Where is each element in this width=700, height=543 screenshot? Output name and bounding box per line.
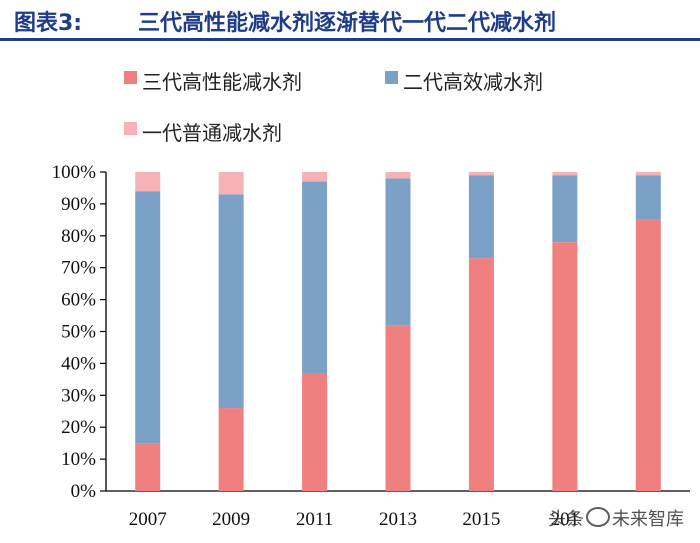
bar-segment-3 [135, 172, 161, 192]
bar-segment-2 [385, 178, 411, 326]
legend-swatch-gen1 [124, 122, 137, 135]
bar-segment-3 [385, 172, 411, 179]
watermark-text-right: 未来智库 [612, 509, 684, 530]
watermark-text-left: 头条 [548, 509, 584, 530]
bar-segment-2 [552, 175, 578, 243]
bar-segment-2 [302, 181, 328, 373]
bar-segment-2 [218, 194, 244, 409]
legend-swatch-gen2 [385, 71, 398, 84]
bar-segment-1 [385, 325, 411, 491]
y-tick-label: 50% [61, 322, 96, 343]
legend-label-gen2: 二代高效减水剂 [403, 70, 543, 94]
y-tick-label: 90% [61, 194, 96, 215]
figure-label: 图表3: [14, 11, 83, 36]
x-tick-label: 2011 [296, 509, 333, 530]
bar-segment-3 [218, 172, 244, 195]
y-tick-label: 60% [61, 290, 96, 311]
bar-segment-2 [135, 191, 161, 444]
y-tick-label: 100% [52, 162, 97, 183]
legend-swatch-gen3 [124, 71, 137, 84]
x-tick-label: 2009 [212, 509, 250, 530]
legend-label-gen3: 三代高性能减水剂 [142, 70, 302, 94]
y-tick-label: 20% [61, 417, 96, 438]
bar-segment-1 [635, 219, 661, 491]
y-tick-label: 10% [61, 449, 96, 470]
bar-segment-2 [635, 175, 661, 220]
bar-segment-3 [468, 172, 494, 176]
y-tick-label: 70% [61, 258, 96, 279]
bar-segment-1 [468, 258, 494, 491]
bar-segment-3 [635, 172, 661, 176]
x-tick-label: 2015 [462, 509, 500, 530]
figure-title: 三代高性能减水剂逐渐替代一代二代减水剂 [138, 11, 557, 36]
bar-segment-1 [135, 443, 161, 491]
legend-label-gen1: 一代普通减水剂 [142, 121, 282, 145]
bar-segment-1 [218, 408, 244, 491]
bar-segment-3 [302, 172, 328, 182]
bar-segment-1 [552, 242, 578, 491]
bar-segment-2 [468, 175, 494, 259]
x-tick-label: 2013 [379, 509, 417, 530]
figure-header: 图表3: 三代高性能减水剂逐渐替代一代二代减水剂 [0, 0, 700, 41]
bar-segment-1 [302, 372, 328, 491]
y-tick-label: 30% [61, 385, 96, 406]
bar-segment-3 [552, 172, 578, 176]
y-tick-label: 80% [61, 226, 96, 247]
x-tick-label: 2007 [129, 509, 167, 530]
watermark: 头条 未来智库 [548, 505, 684, 531]
wechat-icon [586, 507, 610, 527]
x-tick-label: 201 [551, 509, 580, 530]
y-tick-label: 40% [61, 353, 96, 374]
y-tick-label: 0% [71, 481, 97, 502]
